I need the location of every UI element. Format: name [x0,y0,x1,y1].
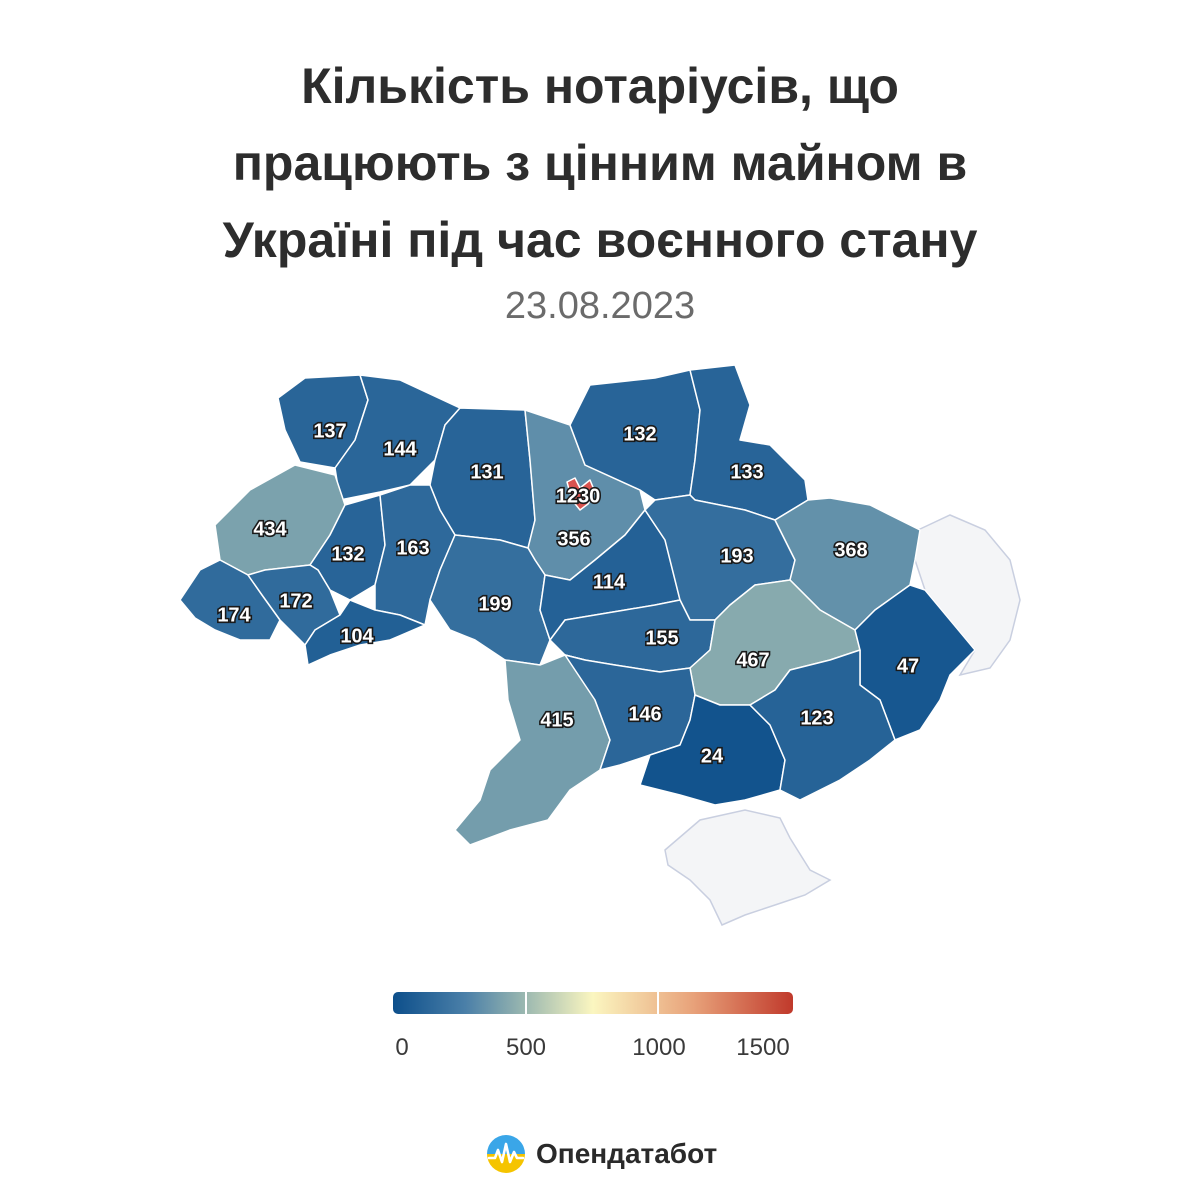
map-label-sumy: 133 [730,461,763,483]
map-label-kyiv-oblast: 356 [557,528,590,550]
map-label-khmelnytskyi: 163 [396,537,429,559]
ukraine-map: 137 144 131 356 1230 132 133 434 132 163… [179,364,1021,926]
legend-tick-500: 500 [505,1034,547,1061]
map-label-dnipropetrovsk: 467 [736,649,769,671]
map-label-kyiv-city: 1230 [556,485,601,507]
map-label-odesa: 415 [540,709,573,731]
region-zaporizhzhia[interactable] [749,649,896,801]
map-label-rivne: 144 [383,438,417,460]
map-label-ivano-frankivsk: 172 [279,590,312,612]
map-label-chernihiv: 132 [623,423,656,445]
legend-gradient-bar [393,992,793,1014]
opendatabot-logo-icon [487,1135,525,1173]
region-chernivtsi[interactable] [304,599,426,666]
date-subtitle: 23.08.2023 [504,285,696,327]
map-label-vinnytsia: 199 [478,593,511,615]
map-label-volyn: 137 [313,420,346,442]
map-label-zhytomyr: 131 [470,461,503,483]
map-label-zakarpattia: 174 [217,604,251,626]
page-title: Кількість нотаріусів, що працюють з цінн… [0,48,1200,279]
region-kherson[interactable] [639,694,786,806]
map-label-kirovohrad: 155 [645,627,678,649]
map-label-ternopil: 132 [331,543,364,565]
color-legend: 0 500 1000 1500 [393,990,795,1061]
map-label-kherson: 24 [701,745,724,767]
legend-divider-1000 [657,992,659,1014]
brand-name: Опендатабот [536,1138,718,1169]
region-vinnytsia[interactable] [429,534,551,666]
map-label-kharkiv: 368 [834,539,867,561]
title-line-3: Україні під час воєнного стану [222,212,978,268]
legend-tick-1000: 1000 [632,1034,686,1061]
map-label-poltava: 193 [720,545,753,567]
brand-logo: Опендатабот [486,1132,717,1176]
map-label-cherkasy: 114 [593,571,626,593]
map-label-chernivtsi: 104 [340,625,374,647]
map-label-mykolaiv: 146 [628,703,661,725]
region-kyiv-city[interactable] [566,477,596,511]
region-sumy[interactable] [689,364,809,521]
legend-tick-1500: 1500 [736,1034,790,1061]
map-label-luhansk: 47 [897,655,919,677]
title-line-2: працюють з цінним майном в [232,135,968,191]
map-label-lviv: 434 [253,518,287,540]
title-line-1: Кількість нотаріусів, що [301,58,899,114]
legend-tick-0: 0 [395,1034,409,1061]
occupied-crimea [664,809,832,926]
region-rivne[interactable] [334,374,461,501]
legend-divider-500 [525,992,527,1014]
map-label-zaporizhzhia: 123 [800,707,833,729]
